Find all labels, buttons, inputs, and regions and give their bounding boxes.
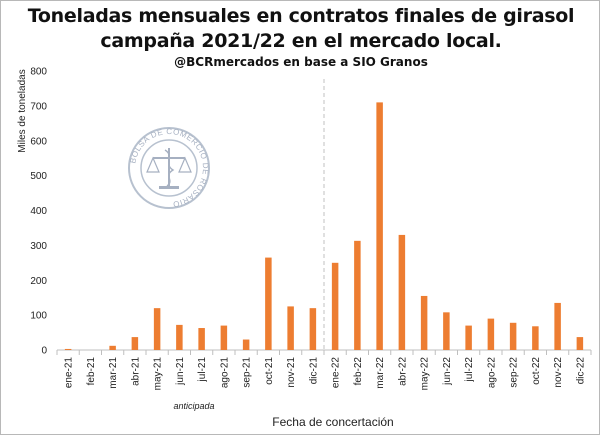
bar-oct-21 — [265, 257, 272, 350]
x-tick-label: jun-21 — [175, 357, 186, 386]
x-tick-label: mar-21 — [108, 357, 119, 389]
x-tick-label: feb-22 — [353, 357, 364, 386]
bar-jun-21 — [176, 324, 183, 350]
x-tick-label: ene-22 — [331, 357, 342, 389]
y-tick-label: 700 — [30, 101, 47, 112]
y-tick-label: 400 — [30, 206, 47, 217]
bar-ene-21 — [64, 348, 72, 350]
y-tick-label: 100 — [30, 311, 47, 322]
x-tick-label: jul-22 — [464, 357, 475, 383]
x-tick-label: sep-22 — [509, 357, 520, 388]
x-tick-label: nov-22 — [553, 357, 564, 388]
x-tick-label: abr-22 — [397, 357, 408, 386]
anticipada-annotation: anticipada — [173, 401, 214, 411]
bar-nov-21 — [287, 306, 294, 350]
x-tick-label: jul-21 — [197, 357, 208, 383]
bar-feb-22 — [354, 240, 361, 350]
bar-jun-22 — [443, 312, 450, 350]
y-tick-label: 200 — [30, 276, 47, 287]
x-axis-label: Fecha de concertación — [272, 415, 393, 429]
x-tick-label: abr-21 — [130, 357, 141, 386]
x-tick-label: oct-21 — [264, 357, 275, 385]
bar-nov-22 — [554, 302, 561, 350]
x-tick-label: ago-22 — [486, 357, 497, 389]
y-tick-label: 600 — [30, 136, 47, 147]
y-tick-label: 800 — [30, 67, 47, 78]
x-tick-label: jun-22 — [442, 357, 453, 386]
x-tick-label: feb-21 — [86, 357, 97, 386]
x-tick-label: oct-22 — [531, 357, 542, 385]
bar-abr-22 — [398, 234, 406, 350]
x-axis: ene-21 feb-21 mar-21 abr-21 may-21 jun-21 jul-… — [56, 79, 592, 391]
bar-jul-21 — [198, 328, 205, 350]
x-tick-label: may-22 — [420, 357, 431, 391]
bar-dic-21 — [309, 308, 317, 350]
x-tick-label: ago-21 — [219, 357, 230, 389]
x-tick-label: mar-22 — [375, 357, 386, 389]
bar-jul-22 — [465, 325, 472, 350]
bar-ago-21 — [220, 325, 228, 350]
bar-mar-21 — [109, 345, 116, 350]
chart-subtitle: @BCRmercados en base a SIO Granos — [174, 55, 428, 69]
y-axis: 0 100 200 300 400 500 600 700 800 — [30, 67, 47, 357]
bar-ene-22 — [331, 262, 339, 350]
bar-mar-22 — [376, 102, 383, 350]
x-tick-label: ene-21 — [64, 357, 75, 389]
chart-title-line-1: Toneladas mensuales en contratos finales… — [27, 5, 575, 27]
bar-sep-22 — [509, 322, 517, 350]
y-tick-label: 500 — [30, 171, 47, 182]
bar-dic-22 — [576, 337, 584, 350]
x-tick-label: dic-22 — [575, 357, 586, 385]
y-tick-label: 300 — [30, 241, 47, 252]
x-tick-label: may-21 — [153, 357, 164, 391]
y-axis-label: Miles de toneladas — [17, 69, 28, 152]
x-tick-label: nov-21 — [286, 357, 297, 388]
bar-may-21 — [153, 308, 161, 350]
bar-may-22 — [420, 295, 428, 350]
bolsa-comercio-rosario-seal-icon: BOLSA DE COMERCIO DE ROSARIO — [128, 127, 210, 209]
x-tick-label: sep-21 — [242, 357, 253, 388]
bar-sep-21 — [242, 339, 250, 350]
bar-series — [64, 102, 584, 350]
chart-title-line-2: campaña 2021/22 en el mercado local. — [100, 30, 502, 52]
x-tick-label: dic-21 — [308, 357, 319, 385]
bar-abr-21 — [131, 337, 139, 350]
bar-ago-22 — [487, 318, 495, 350]
bar-oct-22 — [532, 326, 539, 350]
y-tick-label: 0 — [41, 346, 47, 357]
